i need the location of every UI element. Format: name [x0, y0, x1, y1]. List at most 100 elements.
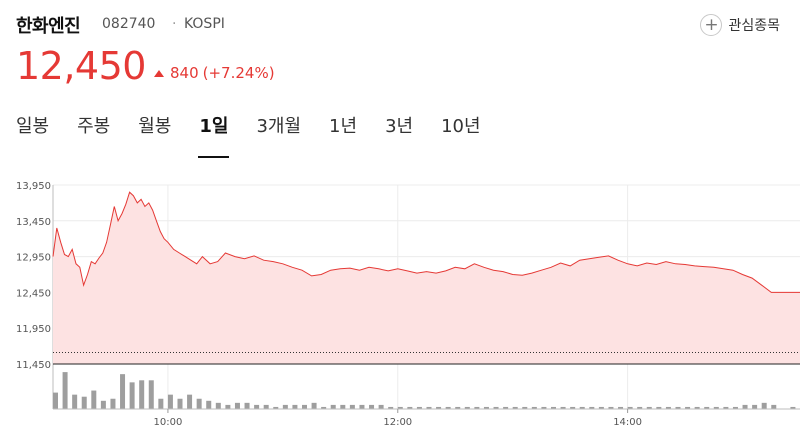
- plus-circle-icon: +: [700, 14, 723, 36]
- volume-bar: [732, 406, 738, 409]
- volume-bar: [148, 380, 154, 409]
- y-tick-label: 11,950: [16, 324, 51, 335]
- x-tick-label: 14:00: [613, 417, 642, 428]
- volume-bar: [254, 404, 260, 409]
- volume-bar: [618, 406, 624, 409]
- volume-bar: [263, 404, 269, 409]
- volume-bar: [110, 398, 116, 409]
- volume-bar: [512, 406, 518, 409]
- volume-bar: [129, 382, 135, 409]
- volume-bar: [62, 372, 68, 409]
- volume-bar: [483, 406, 489, 409]
- change-percent: (+7.24%): [202, 64, 275, 82]
- volume-bar: [675, 406, 681, 409]
- volume-bar: [349, 404, 355, 409]
- volume-bar: [742, 404, 748, 409]
- add-watchlist-button[interactable]: + 관심종목: [700, 12, 780, 38]
- volume-bar: [81, 396, 87, 409]
- tab-daily[interactable]: 일봉: [16, 116, 50, 137]
- period-tabs: 일봉 주봉 월봉 1일 3개월 1년 3년 10년: [16, 114, 509, 160]
- tab-1day[interactable]: 1일: [198, 114, 230, 158]
- volume-bar: [694, 406, 700, 409]
- tab-3month[interactable]: 3개월: [256, 116, 302, 137]
- volume-bar: [665, 406, 671, 409]
- volume-bar: [531, 406, 537, 409]
- volume-bar: [445, 406, 451, 409]
- volume-bar: [627, 406, 633, 409]
- volume-bar: [560, 406, 566, 409]
- volume-bar: [541, 406, 547, 409]
- x-tick-label: 12:00: [383, 417, 412, 428]
- tab-3year[interactable]: 3년: [385, 116, 414, 137]
- chart-svg: 13,950 13,450 12,950 12,450 11,950 11,450 10:0…: [16, 181, 800, 428]
- volume-bar: [589, 406, 595, 409]
- volume-bar: [206, 400, 212, 409]
- volume-bar: [397, 406, 403, 409]
- volume-bar: [455, 406, 461, 409]
- y-tick-label: 13,950: [16, 181, 51, 192]
- volume-bar: [579, 406, 585, 409]
- volume-bar: [167, 394, 173, 409]
- volume-bar: [120, 374, 126, 409]
- intraday-chart[interactable]: 13,950 13,450 12,950 12,450 11,950 11,450 10:0…: [0, 170, 810, 435]
- volume-bar: [685, 406, 691, 409]
- tab-monthly[interactable]: 월봉: [138, 116, 172, 137]
- y-tick-label: 13,450: [16, 217, 51, 228]
- volume-bar: [493, 406, 499, 409]
- volume-bar: [53, 392, 58, 409]
- stock-name: 한화엔진: [16, 16, 81, 37]
- y-tick-label: 11,450: [16, 360, 51, 371]
- volume-bar: [311, 402, 317, 409]
- volume-bar: [464, 406, 470, 409]
- volume-bar: [570, 406, 576, 409]
- volume-bar: [761, 402, 767, 409]
- tab-1year[interactable]: 1년: [329, 116, 358, 137]
- volume-bar: [139, 380, 145, 409]
- volume-bar: [598, 406, 604, 409]
- volume-bar: [158, 398, 164, 409]
- volume-bar: [436, 406, 442, 409]
- volume-bar: [225, 404, 231, 409]
- volume-bar: [416, 406, 422, 409]
- volume-bar: [704, 406, 710, 409]
- volume-bar: [187, 394, 193, 409]
- tab-weekly[interactable]: 주봉: [77, 116, 111, 137]
- price-change: 840 (+7.24%): [154, 64, 275, 82]
- volume-bar: [713, 406, 719, 409]
- volume-bar: [656, 406, 662, 409]
- volume-bar: [474, 406, 480, 409]
- volume-bar: [752, 404, 758, 409]
- volume-bar: [330, 404, 336, 409]
- volume-bar: [790, 406, 796, 409]
- volume-bar: [369, 404, 375, 409]
- x-tick-label: 10:00: [154, 417, 183, 428]
- y-tick-label: 12,450: [16, 288, 51, 299]
- volume-bar: [637, 406, 643, 409]
- volume-bar: [723, 406, 729, 409]
- volume-bar: [646, 406, 652, 409]
- volume-bar: [321, 406, 327, 409]
- volume-bar: [503, 406, 509, 409]
- market-name: KOSPI: [184, 16, 225, 32]
- separator-dot: ·: [172, 16, 177, 32]
- price-line: [52, 191, 800, 293]
- change-amount: 840: [170, 64, 199, 82]
- volume-bar: [388, 406, 394, 409]
- price-area: [53, 192, 800, 364]
- volume-bar: [378, 404, 384, 409]
- volume-bar: [359, 404, 365, 409]
- stock-code: 082740: [102, 16, 156, 32]
- volume-bar: [215, 402, 221, 409]
- volume-bar: [91, 390, 97, 409]
- tab-10year[interactable]: 10년: [441, 116, 481, 137]
- volume-bar: [608, 406, 614, 409]
- volume-bar: [426, 406, 432, 409]
- volume-bar: [244, 402, 250, 409]
- y-tick-label: 12,950: [16, 253, 51, 264]
- volume-bar: [196, 398, 202, 409]
- volume-bar: [177, 398, 183, 409]
- volume-bar: [302, 404, 307, 409]
- watchlist-label: 관심종목: [728, 18, 780, 34]
- volume-bar: [72, 394, 78, 409]
- volume-bar: [100, 400, 106, 409]
